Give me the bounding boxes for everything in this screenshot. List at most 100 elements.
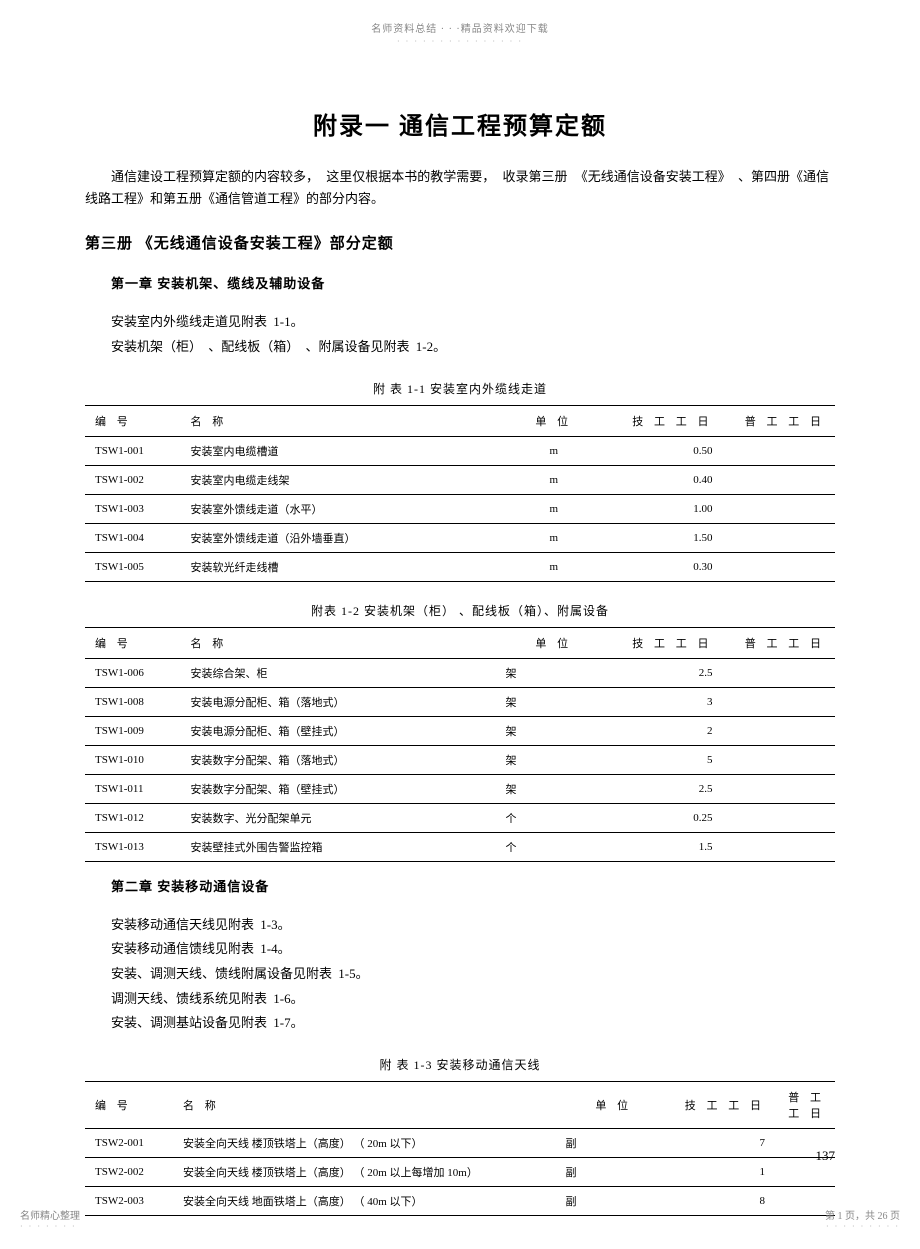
cell-id: TSW1-011 [85, 774, 183, 803]
table2-h-unit: 单 位 [498, 627, 611, 658]
table2-h-tech: 技 工 工 日 [610, 627, 723, 658]
cell-tech: 3 [610, 687, 723, 716]
table3-h-name: 名 称 [175, 1082, 558, 1129]
chapter2-title: 第二章 安装移动通信设备 [111, 876, 835, 895]
cell-pu [723, 552, 836, 581]
table1-h-tech: 技 工 工 日 [610, 405, 723, 436]
cell-unit: 架 [498, 745, 611, 774]
table2-h-name: 名 称 [183, 627, 498, 658]
chapter1-line2: 安装机架（柜） 、配线板（箱） 、附属设备见附表 1-2。 [111, 335, 835, 360]
table1-h-unit: 单 位 [498, 405, 611, 436]
cell-id: TSW1-013 [85, 832, 183, 861]
cell-pu [723, 436, 836, 465]
cell-unit: 架 [498, 774, 611, 803]
intro-paragraph: 通信建设工程预算定额的内容较多， 这里仅根据本书的教学需要， 收录第三册 《无线… [85, 166, 835, 210]
cell-unit: m [498, 494, 611, 523]
footer-right-text: 第 1 页，共 26 页 [825, 1207, 900, 1222]
cell-unit: 副 [558, 1129, 671, 1158]
cell-id: TSW1-008 [85, 687, 183, 716]
cell-tech: 8 [670, 1187, 775, 1216]
footer-left-dots: · · · · · · · [20, 1222, 80, 1231]
table-row: TSW1-009安装电源分配柜、箱（壁挂式）架2 [85, 716, 835, 745]
cell-tech: 1 [670, 1158, 775, 1187]
cell-pu [723, 803, 836, 832]
cell-name: 安装壁挂式外围告警监控箱 [183, 832, 498, 861]
cell-pu [723, 716, 836, 745]
table-row: TSW1-002安装室内电缆走线架m0.40 [85, 465, 835, 494]
table-row: TSW2-003安装全向天线 地面铁塔上（高度） （ 40m 以下）副8 [85, 1187, 835, 1216]
main-title: 附录一 通信工程预算定额 [85, 106, 835, 141]
cell-name: 安装数字分配架、箱（壁挂式） [183, 774, 498, 803]
table-row: TSW1-011安装数字分配架、箱（壁挂式）架2.5 [85, 774, 835, 803]
cell-pu [723, 658, 836, 687]
table3-h-unit: 单 位 [558, 1082, 671, 1129]
cell-name: 安装全向天线 楼顶铁塔上（高度） （ 20m 以下） [175, 1129, 558, 1158]
cell-id: TSW1-004 [85, 523, 183, 552]
footer-left-text: 名师精心整理 [20, 1207, 80, 1222]
table1: 编 号 名 称 单 位 技 工 工 日 普 工 工 日 TSW1-001安装室内… [85, 405, 835, 582]
header-dots: · · · · · · · · · · · · · · · [0, 37, 920, 46]
cell-tech: 0.50 [610, 436, 723, 465]
cell-pu [723, 523, 836, 552]
cell-name: 安装室内电缆走线架 [183, 465, 498, 494]
cell-id: TSW1-005 [85, 552, 183, 581]
table3-h-tech: 技 工 工 日 [670, 1082, 775, 1129]
cell-id: TSW2-001 [85, 1129, 175, 1158]
cell-unit: 个 [498, 832, 611, 861]
chapter2-line5: 安装、调测基站设备见附表 1-7。 [111, 1011, 835, 1036]
table-row: TSW1-005安装软光纤走线槽m0.30 [85, 552, 835, 581]
chapter1-title: 第一章 安装机架、缆线及辅助设备 [111, 273, 835, 292]
cell-tech: 2.5 [610, 774, 723, 803]
cell-unit: 副 [558, 1158, 671, 1187]
cell-name: 安装数字、光分配架单元 [183, 803, 498, 832]
section3-title: 第三册 《无线通信设备安装工程》部分定额 [85, 232, 835, 253]
cell-tech: 5 [610, 745, 723, 774]
table-row: TSW1-010安装数字分配架、箱（落地式）架5 [85, 745, 835, 774]
cell-unit: m [498, 552, 611, 581]
cell-name: 安装数字分配架、箱（落地式） [183, 745, 498, 774]
cell-unit: m [498, 436, 611, 465]
table2-caption: 附表 1-2 安装机架（柜） 、配线板（箱）、附属设备 [85, 602, 835, 619]
cell-unit: m [498, 523, 611, 552]
cell-name: 安装全向天线 地面铁塔上（高度） （ 40m 以下） [175, 1187, 558, 1216]
cell-name: 安装电源分配柜、箱（壁挂式） [183, 716, 498, 745]
cell-name: 安装室内电缆槽道 [183, 436, 498, 465]
cell-tech: 2 [610, 716, 723, 745]
cell-id: TSW1-010 [85, 745, 183, 774]
cell-unit: 架 [498, 716, 611, 745]
cell-id: TSW1-002 [85, 465, 183, 494]
chapter2-line1: 安装移动通信天线见附表 1-3。 [111, 913, 835, 938]
table1-header-row: 编 号 名 称 单 位 技 工 工 日 普 工 工 日 [85, 405, 835, 436]
table2-h-id: 编 号 [85, 627, 183, 658]
cell-id: TSW2-002 [85, 1158, 175, 1187]
table3-h-pu: 普 工 工 日 [775, 1082, 835, 1129]
cell-unit: 架 [498, 687, 611, 716]
table-row: TSW1-013安装壁挂式外围告警监控箱个1.5 [85, 832, 835, 861]
chapter2-line3: 安装、调测天线、馈线附属设备见附表 1-5。 [111, 962, 835, 987]
cell-tech: 1.5 [610, 832, 723, 861]
cell-unit: m [498, 465, 611, 494]
table1-h-pu: 普 工 工 日 [723, 405, 836, 436]
table3-h-id: 编 号 [85, 1082, 175, 1129]
footer-right-dots: · · · · · · · · · [825, 1222, 900, 1231]
table1-h-name: 名 称 [183, 405, 498, 436]
chapter2-line4: 调测天线、馈线系统见附表 1-6。 [111, 987, 835, 1012]
cell-id: TSW1-012 [85, 803, 183, 832]
table1-h-id: 编 号 [85, 405, 183, 436]
table-row: TSW1-012安装数字、光分配架单元个0.25 [85, 803, 835, 832]
cell-id: TSW1-003 [85, 494, 183, 523]
cell-name: 安装电源分配柜、箱（落地式） [183, 687, 498, 716]
cell-name: 安装软光纤走线槽 [183, 552, 498, 581]
table3-header-row: 编 号 名 称 单 位 技 工 工 日 普 工 工 日 [85, 1082, 835, 1129]
table-row: TSW1-003安装室外馈线走道（水平）m1.00 [85, 494, 835, 523]
cell-pu [723, 832, 836, 861]
table-row: TSW2-002安装全向天线 楼顶铁塔上（高度） （ 20m 以上每增加 10m… [85, 1158, 835, 1187]
cell-name: 安装室外馈线走道（沿外墙垂直） [183, 523, 498, 552]
cell-name: 安装全向天线 楼顶铁塔上（高度） （ 20m 以上每增加 10m） [175, 1158, 558, 1187]
page-content: 附录一 通信工程预算定额 通信建设工程预算定额的内容较多， 这里仅根据本书的教学… [0, 46, 920, 1216]
table-row: TSW1-001安装室内电缆槽道m0.50 [85, 436, 835, 465]
cell-pu [723, 774, 836, 803]
cell-pu [723, 687, 836, 716]
table2: 编 号 名 称 单 位 技 工 工 日 普 工 工 日 TSW1-006安装综合… [85, 627, 835, 862]
table-row: TSW1-004安装室外馈线走道（沿外墙垂直）m1.50 [85, 523, 835, 552]
